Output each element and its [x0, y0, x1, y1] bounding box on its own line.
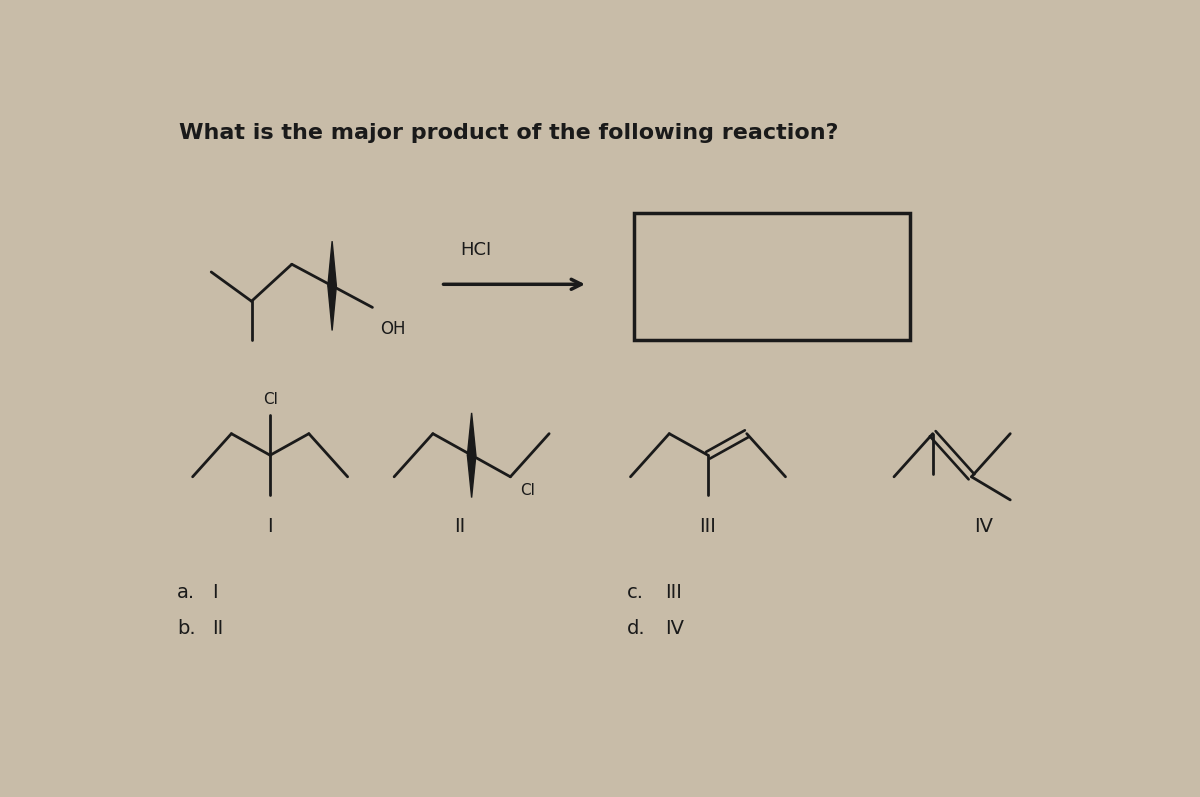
Text: HCI: HCI [460, 241, 491, 259]
Text: II: II [212, 619, 223, 638]
Text: IV: IV [665, 619, 684, 638]
Text: b.: b. [178, 619, 196, 638]
Polygon shape [467, 413, 476, 455]
Polygon shape [328, 286, 336, 331]
Text: III: III [665, 583, 683, 602]
Text: Cl: Cl [263, 392, 277, 407]
Text: Cl: Cl [520, 483, 534, 498]
Text: c.: c. [626, 583, 643, 602]
Polygon shape [328, 241, 336, 286]
Polygon shape [467, 455, 476, 497]
Text: What is the major product of the following reaction?: What is the major product of the followi… [180, 123, 839, 143]
Text: a.: a. [178, 583, 196, 602]
Text: I: I [212, 583, 217, 602]
Text: d.: d. [626, 619, 646, 638]
Text: II: II [455, 516, 466, 536]
Text: IV: IV [973, 516, 992, 536]
Text: OH: OH [380, 320, 406, 339]
Bar [635, 213, 910, 340]
Text: I: I [268, 516, 272, 536]
Text: III: III [700, 516, 716, 536]
